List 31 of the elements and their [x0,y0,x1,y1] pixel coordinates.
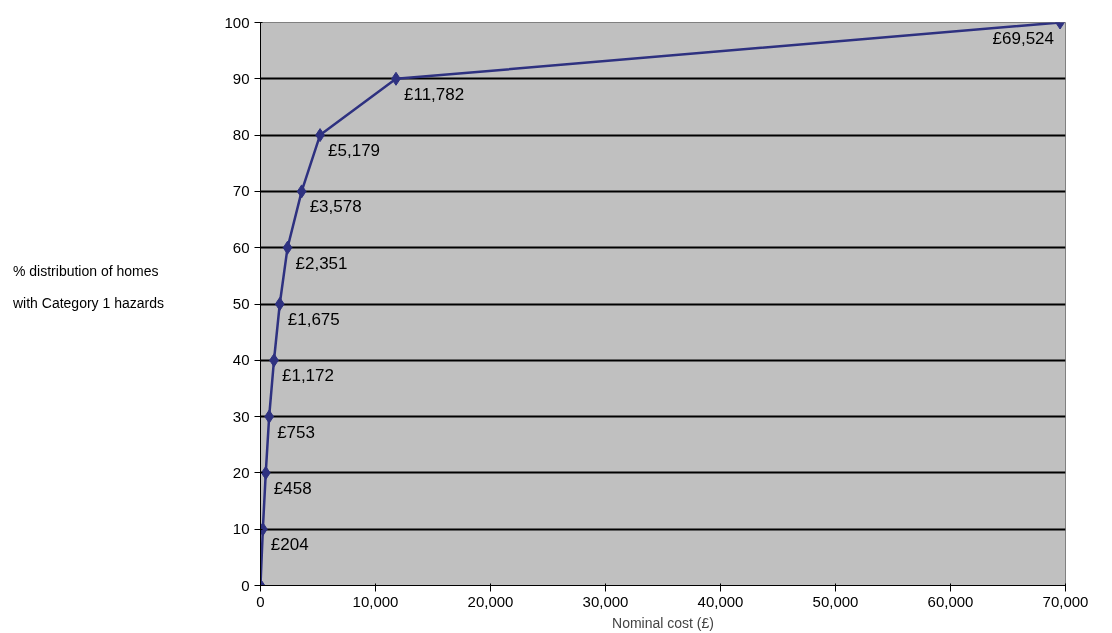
y-axis-title: % distribution of homes with Category 1 hazards [13,262,164,314]
x-tick-label: 10,000 [352,592,399,610]
annotation: £2,351 [295,253,348,273]
x-tick-label: 50,000 [812,592,859,610]
y-tick-label: 20 [232,463,250,481]
x-axis-title: Nominal cost (£) [612,614,714,631]
y-tick-label: 80 [232,126,250,144]
y-tick-label: 90 [232,69,250,87]
y-tick-label: 0 [241,576,250,594]
x-tick-label: 60,000 [927,592,974,610]
annotation: £5,179 [328,141,381,161]
y-tick-label: 10 [232,520,250,538]
x-tick-label: 70,000 [1042,592,1089,610]
annotation: £753 [277,422,315,442]
x-tick-label: 0 [256,592,265,610]
y-tick-label: 60 [232,238,250,256]
y-tick-label: 100 [224,13,250,31]
annotation: £1,675 [287,310,340,329]
annotation: £458 [273,478,312,498]
y-tick-label: 50 [232,295,250,312]
x-tick-label: 40,000 [697,592,744,610]
x-tick-label: 20,000 [467,592,514,610]
y-tick-label: 30 [232,407,250,425]
annotation: £204 [270,535,309,555]
annotation: £1,172 [281,366,334,386]
y-tick-label: 40 [232,351,250,369]
annotation: £3,578 [309,197,362,217]
y-tick-label: 70 [232,182,250,200]
annotation: £11,782 [403,84,465,104]
x-tick-label: 30,000 [582,592,629,610]
annotation: £69,524 [992,28,1055,48]
